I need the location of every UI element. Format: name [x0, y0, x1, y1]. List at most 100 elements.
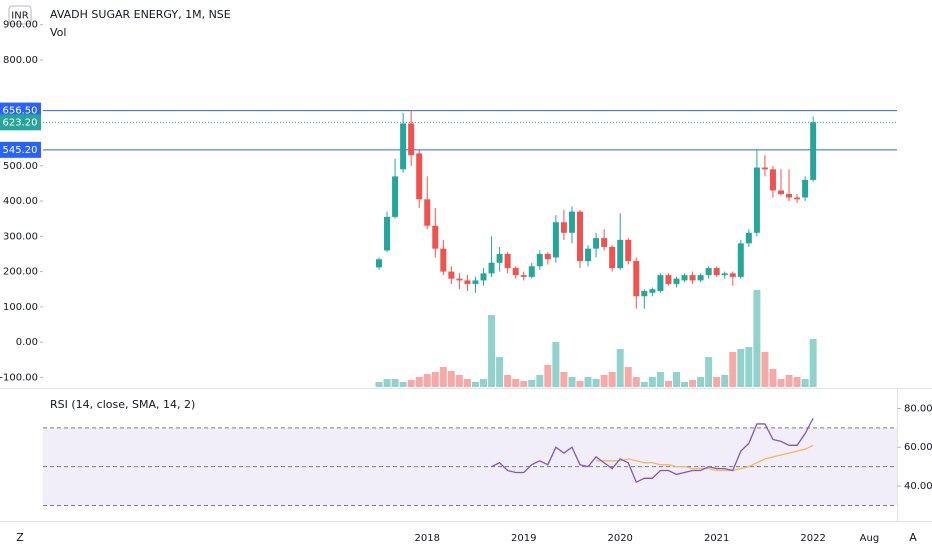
time-label: 2019 [511, 533, 536, 544]
volume-bar [616, 349, 624, 387]
volume-bar [689, 380, 697, 387]
price-badge [0, 114, 41, 131]
volume-bar [761, 352, 769, 387]
y-tick-label: 200.00 [3, 267, 38, 278]
candle-body [625, 239, 632, 262]
volume-bar [672, 372, 680, 387]
time-label: Aug [860, 533, 880, 544]
candle-body [544, 253, 551, 260]
volume-bar [415, 377, 423, 387]
volume-bar [488, 315, 496, 387]
volume-bar [592, 379, 600, 387]
time-label: 2022 [800, 533, 825, 544]
candle-body [753, 167, 760, 233]
volume-bar [391, 379, 399, 387]
candle-body [794, 197, 801, 200]
volume-bar [423, 374, 431, 387]
volume-bar [560, 372, 568, 387]
rsi-tick-label: 60.00 [904, 442, 932, 453]
volume-bar [777, 379, 785, 387]
y-tick-label: 800.00 [3, 55, 38, 66]
volume-bar [383, 379, 391, 387]
candle-body [761, 167, 768, 170]
y-tick-label: 400.00 [3, 196, 38, 207]
volume-bar [769, 369, 777, 387]
volume-bar [576, 381, 584, 387]
candle-body [778, 190, 784, 194]
volume-bar [463, 379, 471, 387]
rsi-tick-label: 40.00 [904, 481, 932, 492]
chart-title: AVADH SUGAR ENERGY, 1M, NSE [50, 8, 231, 21]
volume-bar [431, 372, 439, 387]
volume-bar [809, 339, 817, 387]
time-label: 2020 [607, 533, 632, 544]
candle-body [729, 273, 736, 277]
volume-bar [753, 290, 761, 387]
candle-body [504, 253, 511, 269]
volume-bar [721, 375, 729, 387]
price-line-label: 623.20 [3, 117, 38, 128]
volume-bar [504, 375, 512, 387]
candle-body [552, 222, 559, 258]
volume-bar [600, 375, 608, 387]
candle-body [568, 211, 575, 233]
volume-bar [375, 382, 383, 387]
volume-bar [496, 357, 504, 387]
volume-bar [536, 375, 544, 387]
candle-body [721, 273, 728, 276]
candle-body [633, 261, 640, 297]
candle-body [464, 280, 471, 284]
volume-bar [656, 372, 664, 387]
volume-bar [664, 381, 672, 387]
candle-body [384, 216, 391, 251]
volume-bar [568, 377, 576, 387]
candle-body [713, 268, 720, 276]
candle-body [456, 278, 463, 281]
volume-bar [624, 367, 632, 387]
rsi-label: RSI (14, close, SMA, 14, 2) [50, 398, 195, 411]
volume-bar [648, 377, 656, 387]
candle-body [528, 266, 535, 277]
volume-bar [785, 375, 793, 387]
candle-body [585, 248, 592, 262]
candle-body [408, 123, 415, 156]
corner-left[interactable]: Z [16, 531, 24, 544]
candle-body [400, 123, 407, 170]
price-line-label: 656.50 [3, 106, 38, 117]
volume-bar [544, 365, 552, 387]
candle-body [512, 268, 519, 276]
corner-right[interactable]: A [909, 531, 917, 544]
volume-bar [640, 382, 648, 387]
volume-bar [520, 381, 528, 387]
candle-body [802, 179, 809, 198]
price-line-label: 545.20 [3, 145, 38, 156]
volume-bar [447, 371, 455, 387]
candle-body [440, 248, 447, 272]
candle-body [737, 243, 744, 277]
y-tick-label: 100.00 [3, 302, 38, 313]
y-tick-label: 500.00 [3, 161, 38, 172]
volume-bar [681, 382, 689, 387]
candle-body [705, 268, 712, 276]
currency-badge[interactable] [8, 5, 32, 25]
candle-body [601, 238, 608, 247]
y-tick-label: 0.00 [16, 337, 38, 348]
candle-body [376, 259, 382, 268]
rsi-line [491, 417, 814, 484]
volume-bar [737, 349, 745, 387]
candle-body [745, 232, 752, 244]
volume-label: Vol [50, 26, 66, 39]
candle-body [520, 275, 527, 277]
candle-body [649, 289, 656, 293]
y-tick-label: -100.00 [0, 372, 38, 383]
volume-bar [745, 347, 753, 387]
candle-body [593, 238, 600, 249]
currency: INR [11, 11, 28, 22]
rsi-tick-label: 80.00 [904, 403, 932, 414]
volume-bar [439, 367, 447, 387]
candle-body [769, 169, 776, 191]
volume-bar [552, 342, 560, 387]
candle-body [697, 275, 704, 281]
